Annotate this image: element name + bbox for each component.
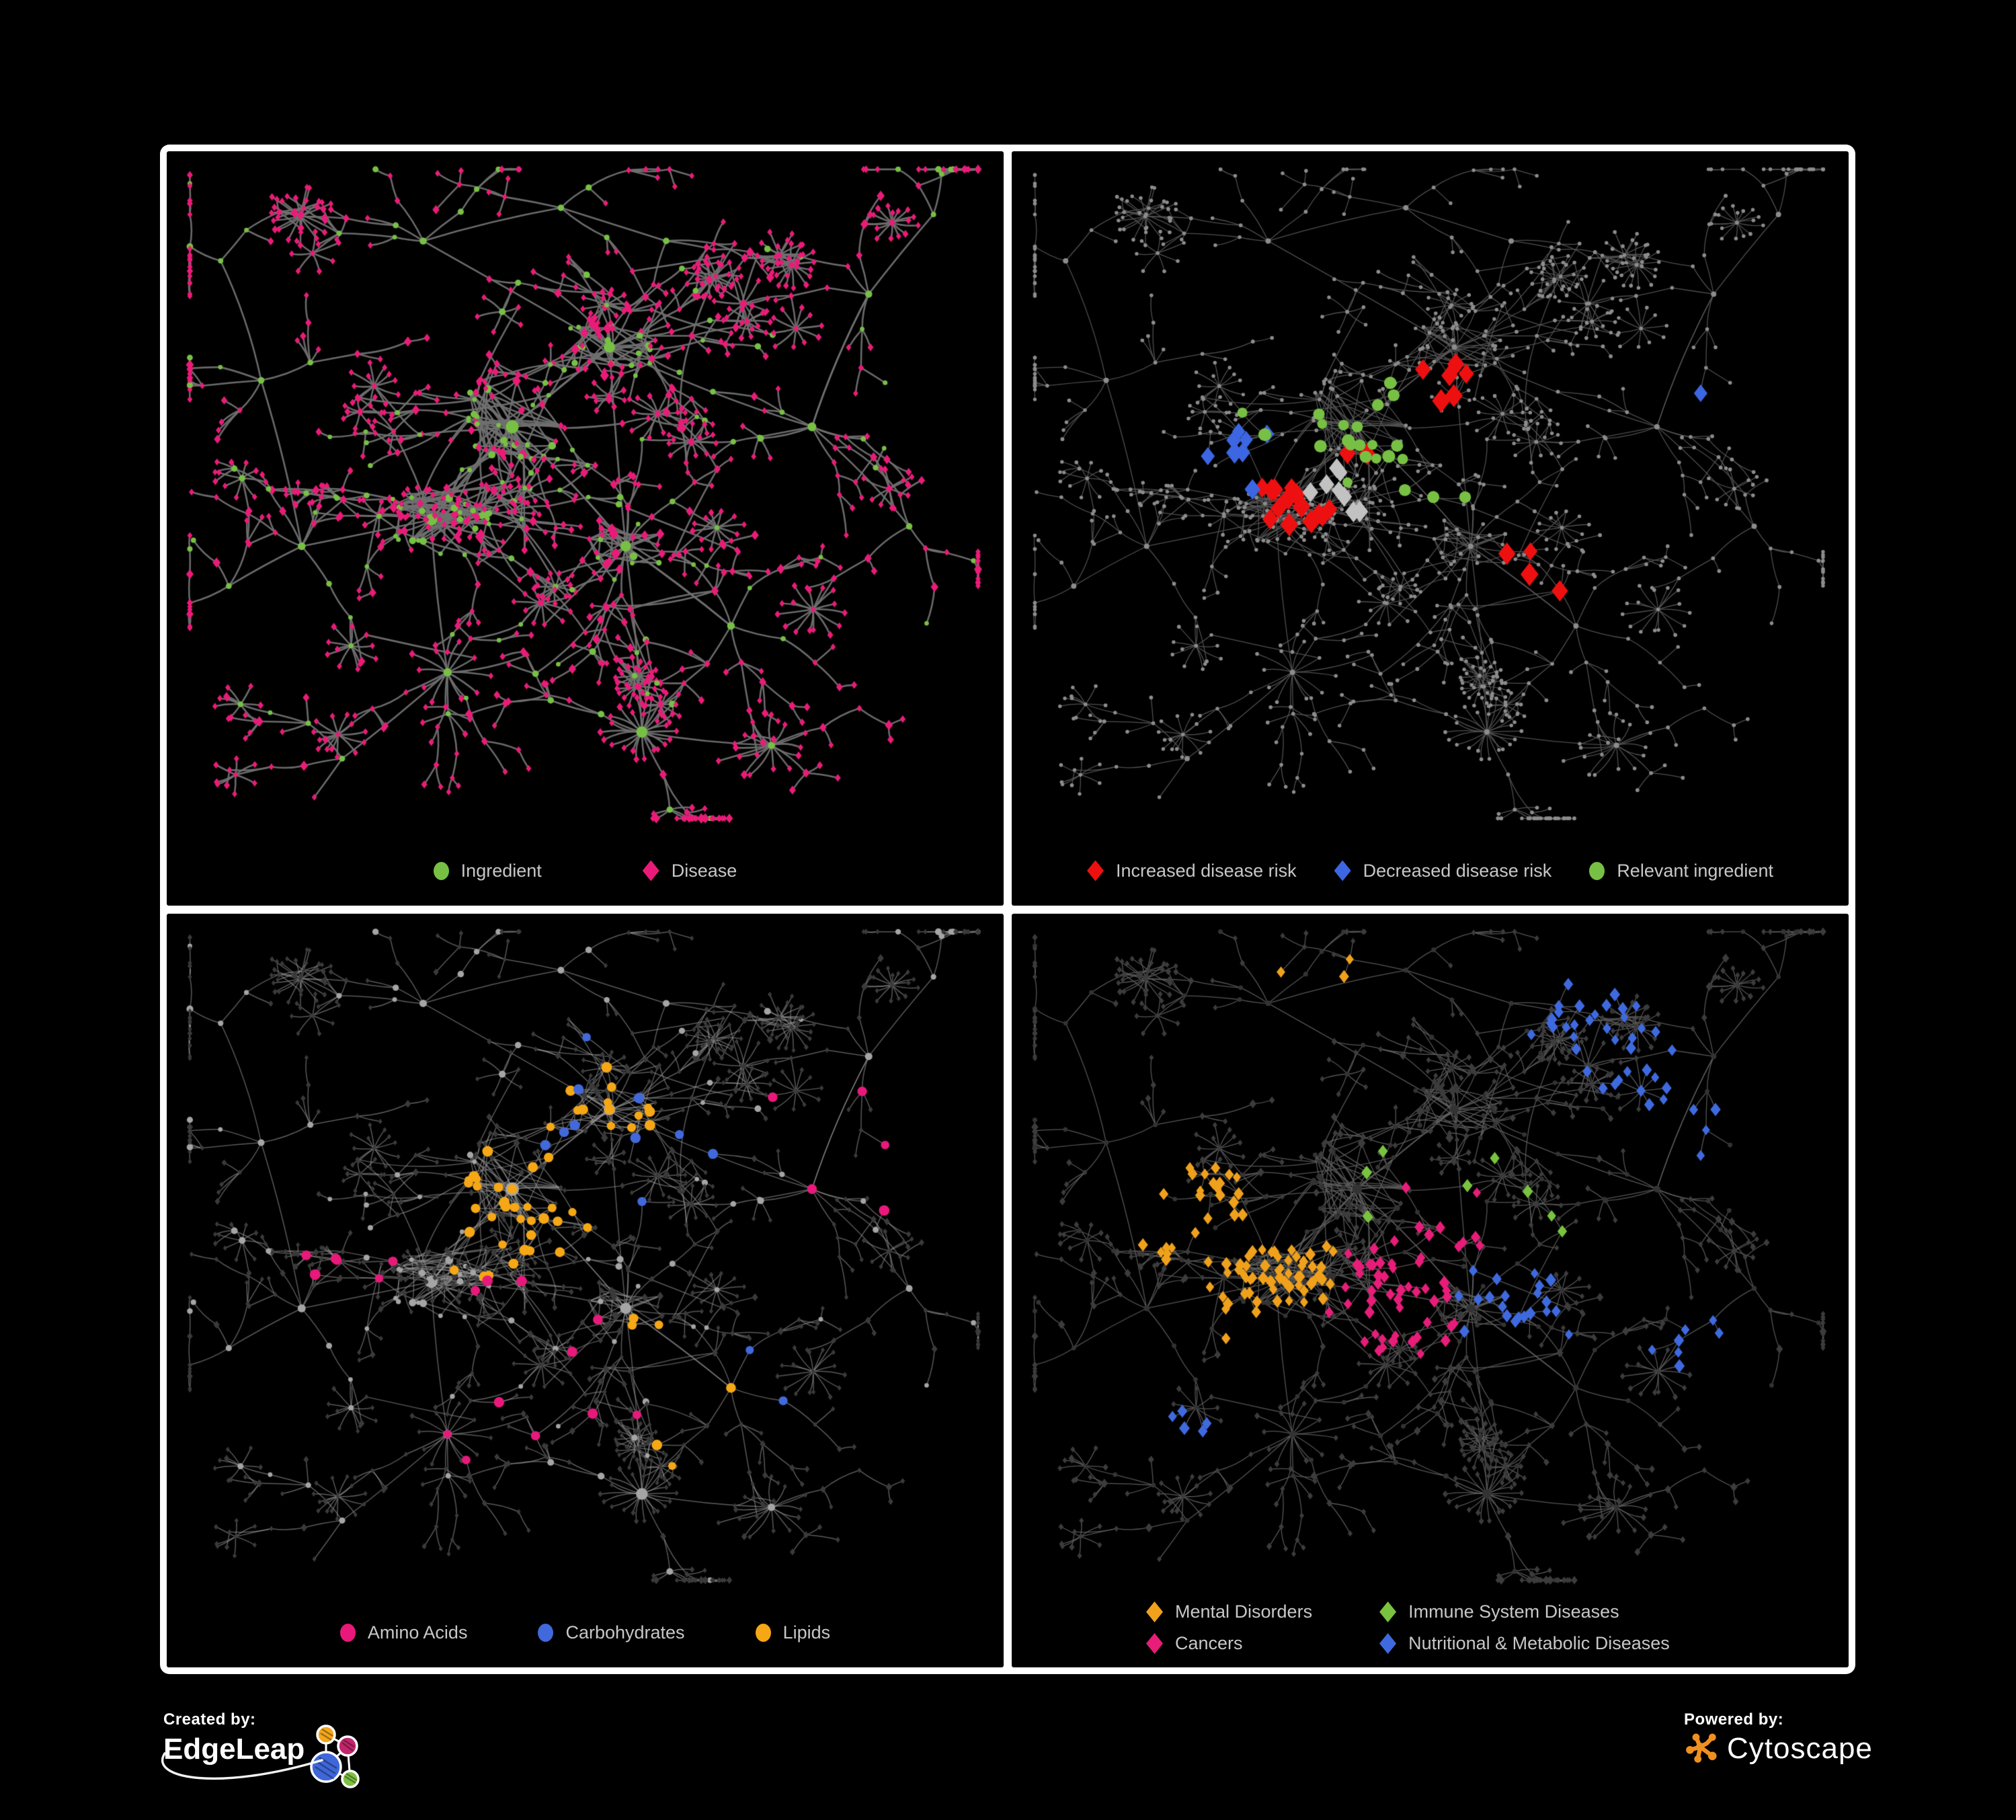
legend-item-carbohydrates: Carbohydrates — [538, 1622, 685, 1643]
legend-label: Disease — [671, 860, 737, 881]
legend-item-disease: Disease — [642, 860, 737, 881]
legend-swatch — [755, 1624, 771, 1642]
edgeleap-logo-icon — [310, 1725, 360, 1788]
legend-label: Ingredient — [460, 860, 542, 881]
legend-label: Decreased disease risk — [1363, 860, 1552, 881]
legend-label: Immune System Diseases — [1408, 1601, 1619, 1622]
legend-swatch — [1334, 860, 1351, 881]
legend-item-relevant-ingredient: Relevant ingredient — [1589, 861, 1773, 881]
network-canvas-disease-categories — [1012, 913, 1849, 1667]
legend-item-cancers: Cancers — [1146, 1633, 1312, 1654]
legend-label: Increased disease risk — [1116, 860, 1297, 881]
legend-item-immune-system-diseases: Immune System Diseases — [1379, 1601, 1670, 1622]
legend-swatch — [1146, 1601, 1163, 1622]
legend-label: Carbohydrates — [565, 1622, 685, 1643]
legend-label: Amino Acids — [367, 1622, 468, 1643]
legend-swatch — [538, 1624, 554, 1642]
legend-disease-risk: Increased disease risk Decreased disease… — [1012, 860, 1849, 881]
legend-item-mental-disorders: Mental Disorders — [1146, 1601, 1312, 1622]
panel-disease-categories: Mental Disorders Immune System Diseases … — [1012, 913, 1849, 1667]
legend-label: Relevant ingredient — [1617, 860, 1773, 881]
created-by-label: Created by: — [163, 1710, 256, 1729]
legend-item-nutritional-metabolic-diseases: Nutritional & Metabolic Diseases — [1379, 1633, 1670, 1654]
legend-label: Cancers — [1175, 1633, 1243, 1653]
network-canvas-ingredient-disease — [167, 151, 1004, 906]
legend-item-lipids: Lipids — [755, 1622, 831, 1643]
legend-swatch — [1589, 861, 1605, 880]
legend-ingredient-categories: Amino Acids Carbohydrates Lipids — [167, 1622, 1004, 1643]
legend-swatch — [1087, 860, 1104, 881]
legend-swatch — [1379, 1633, 1397, 1654]
legend-ingredient-disease: Ingredient Disease — [167, 860, 1004, 881]
legend-item-increased-risk: Increased disease risk — [1087, 860, 1297, 881]
legend-label: Mental Disorders — [1175, 1601, 1313, 1622]
legend-swatch — [339, 1624, 356, 1642]
legend-label: Nutritional & Metabolic Diseases — [1408, 1633, 1670, 1653]
network-canvas-ingredient-categories — [167, 913, 1004, 1667]
legend-swatch — [433, 861, 449, 880]
cytoscape-wordmark: Cytoscape — [1727, 1732, 1873, 1765]
legend-item-amino-acids: Amino Acids — [339, 1622, 468, 1643]
edgeleap-wordmark: EdgeLeap — [163, 1733, 305, 1766]
legend-swatch — [642, 860, 659, 881]
figure-grid: Ingredient Disease Increased disease ris… — [160, 145, 1855, 1674]
legend-label: Lipids — [782, 1622, 831, 1643]
network-canvas-disease-risk — [1012, 151, 1849, 906]
created-by-credit: Created by: EdgeLeap — [161, 1710, 362, 1798]
powered-by-credit: Powered by: Cytoscape — [1684, 1710, 1873, 1767]
legend-item-decreased-risk: Decreased disease risk — [1334, 860, 1552, 881]
powered-by-label: Powered by: — [1684, 1710, 1784, 1729]
cytoscape-logo-icon — [1686, 1733, 1717, 1763]
legend-swatch — [1379, 1601, 1397, 1622]
legend-item-ingredient: Ingredient — [433, 860, 542, 881]
panel-ingredient-disease: Ingredient Disease — [167, 151, 1004, 906]
panel-disease-risk: Increased disease risk Decreased disease… — [1012, 151, 1849, 906]
panel-ingredient-categories: Amino Acids Carbohydrates Lipids — [167, 913, 1004, 1667]
legend-swatch — [1146, 1633, 1163, 1654]
legend-disease-categories: Mental Disorders Immune System Diseases … — [1146, 1601, 1670, 1654]
